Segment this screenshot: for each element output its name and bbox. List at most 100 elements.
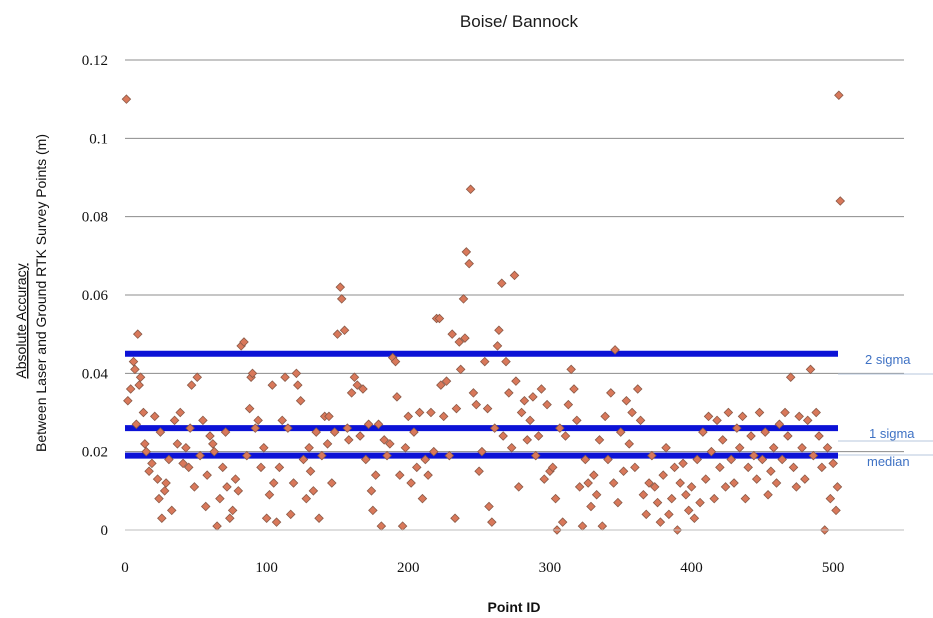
data-point <box>155 427 166 437</box>
data-point <box>525 415 535 426</box>
data-point <box>451 403 462 414</box>
data-point <box>208 439 218 449</box>
data-point <box>227 505 238 516</box>
gridlines <box>125 59 904 453</box>
y-tick-label: 0.02 <box>82 445 108 461</box>
data-point <box>436 380 446 390</box>
data-point <box>192 372 203 383</box>
data-point <box>178 458 188 469</box>
data-point <box>681 489 691 500</box>
data-point <box>198 415 208 426</box>
data-point <box>256 462 266 473</box>
data-point <box>664 509 674 520</box>
data-point <box>161 478 171 488</box>
data-point <box>692 454 702 465</box>
x-tick-label: 100 <box>255 560 278 576</box>
data-point <box>332 329 343 339</box>
reference-line-label: 2 sigma <box>865 352 911 367</box>
data-point <box>734 442 745 453</box>
data-point <box>574 482 585 492</box>
data-point <box>613 497 623 508</box>
data-point <box>342 423 353 433</box>
data-point <box>771 478 782 488</box>
data-point <box>566 364 576 375</box>
data-point <box>572 415 582 426</box>
data-point <box>277 415 287 426</box>
data-point <box>397 521 408 531</box>
data-point <box>285 509 296 520</box>
data-point <box>791 482 802 492</box>
data-point <box>797 442 807 453</box>
data-point <box>492 341 503 351</box>
data-point <box>403 411 414 422</box>
data-point <box>355 431 365 441</box>
data-point <box>522 435 533 445</box>
data-point <box>632 384 643 394</box>
data-point <box>149 411 160 422</box>
data-point <box>379 435 389 445</box>
data-point <box>247 368 258 379</box>
data-point <box>291 368 302 379</box>
data-point <box>288 478 299 488</box>
data-point <box>560 431 571 441</box>
y-tick-label: 0 <box>101 523 109 539</box>
data-point <box>412 462 422 473</box>
data-point <box>464 258 474 269</box>
data-point <box>477 446 487 457</box>
data-point <box>455 364 466 375</box>
data-point <box>834 90 844 101</box>
data-point <box>368 505 378 516</box>
data-point <box>363 419 374 430</box>
y-axis-ticks: 0 0.02 0.04 0.06 0.08 0.1 0.12 <box>82 53 109 539</box>
data-point <box>638 489 649 500</box>
data-point <box>513 482 524 492</box>
data-point <box>454 337 465 347</box>
data-point <box>274 462 285 473</box>
data-point <box>647 450 657 461</box>
data-point <box>280 372 290 383</box>
data-point <box>583 478 593 488</box>
data-point <box>471 399 482 410</box>
y-tick-label: 0.1 <box>89 131 108 147</box>
data-point <box>130 364 140 375</box>
data-point <box>305 466 316 477</box>
data-point <box>785 372 796 383</box>
data-point <box>678 458 688 469</box>
data-point <box>304 442 314 453</box>
data-point <box>209 446 219 457</box>
data-point <box>732 423 742 433</box>
data-point <box>774 419 785 430</box>
data-point <box>644 478 654 488</box>
data-point <box>458 294 469 304</box>
data-point <box>244 403 255 414</box>
data-point <box>132 329 143 339</box>
data-point <box>794 411 804 422</box>
data-point <box>726 454 736 465</box>
reference-line-label: 1 sigma <box>869 426 915 441</box>
data-point <box>712 415 722 426</box>
data-point <box>135 372 146 383</box>
data-point <box>217 462 228 473</box>
data-point <box>335 282 346 292</box>
x-tick-label: 200 <box>397 560 420 576</box>
data-point <box>366 486 377 496</box>
data-point <box>370 470 381 480</box>
y-axis-label-line1: Absolute Accuracy <box>13 263 29 378</box>
data-point <box>141 446 152 457</box>
data-point <box>253 415 263 426</box>
data-point <box>222 482 232 492</box>
data-point <box>134 380 144 390</box>
data-point <box>202 470 212 480</box>
data-point <box>589 470 599 480</box>
data-point <box>591 489 602 500</box>
data-point <box>295 395 306 406</box>
data-point <box>166 505 177 516</box>
data-point <box>183 462 194 473</box>
data-point <box>220 427 231 437</box>
data-point <box>159 486 170 496</box>
data-point <box>783 431 793 441</box>
data-point <box>737 411 748 422</box>
data-point <box>147 458 157 469</box>
data-point <box>358 384 368 394</box>
